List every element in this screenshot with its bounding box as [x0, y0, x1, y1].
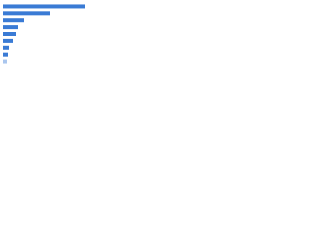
bar [3, 59, 7, 64]
bar [3, 32, 16, 36]
bar [3, 4, 85, 9]
chart [3, 4, 85, 64]
bar [3, 11, 50, 16]
bar [3, 25, 18, 30]
page: (() => { const data = JSON.parse(documen… [0, 0, 320, 71]
bar [3, 52, 8, 57]
bar [3, 38, 13, 43]
bar [3, 45, 9, 50]
bar [3, 18, 24, 23]
